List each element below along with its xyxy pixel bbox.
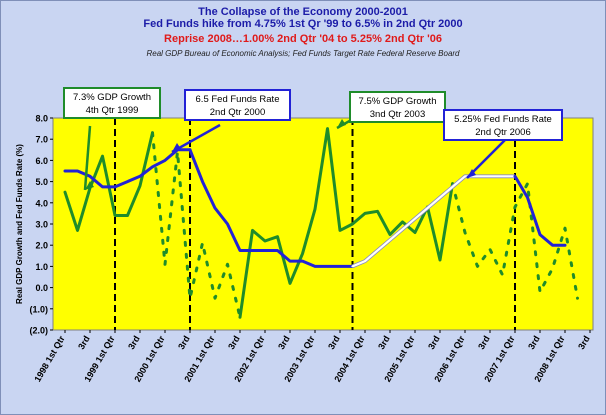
series-gdp_2001 [238,127,454,319]
ann_fed_2006-box [443,109,563,141]
y-tick-label: 7.0 [35,135,48,145]
y-tick-label: 2.0 [35,241,48,251]
x-tick-label: 3rd [276,334,292,351]
x-tick-label: 3rd [526,334,542,351]
y-tick-label: 1.0 [35,262,48,272]
ann_fed_2000-arrowhead [172,143,181,152]
ann_fed_2006-line1: 5.25% Fed Funds Rate [454,114,552,125]
ann_gdp_1999-line1: 7.3% GDP Growth [73,92,151,103]
ann_gdp_1999-line2: 4th Qtr 1999 [86,105,139,116]
ann_fed_2006-arrowhead [467,169,476,178]
ann_fed_2000-box [184,89,291,121]
x-tick-label: 1998 1st Qtr [32,334,67,384]
series-fed_reprise [351,175,517,268]
y-tick-label: (2.0) [29,326,48,336]
ann_gdp_2003-box [349,91,446,123]
x-tick-label: 3rd [326,334,342,351]
x-tick-label: 3rd [426,334,442,351]
x-tick-label: 3rd [176,334,192,351]
ann_gdp_2003-arrowhead [337,119,346,128]
y-tick-label: 8.0 [35,114,48,124]
ann_fed_2000-line1: 6.5 Fed Funds Rate [196,94,280,105]
x-tick-label: 3rd [476,334,492,351]
ann_gdp_1999-leader [83,125,92,191]
ann_fed_2006-line2: 2nd Qtr 2006 [475,127,530,138]
y-tick-label: 6.0 [35,156,48,166]
x-tick-label: 3rd [576,334,592,351]
ann_gdp_1999-box [63,87,161,119]
series-fed_2007 [513,174,567,247]
y-tick-label: 0.0 [35,283,48,293]
ann_fed_2000-line2: 2nd Qtr 2000 [210,107,265,118]
x-tick-label: 3rd [126,334,142,351]
x-tick-label: 3rd [76,334,92,351]
y-tick-label: 3.0 [35,220,48,230]
y-tick-label: 5.0 [35,177,48,187]
ann_gdp_2003-line1: 7.5% GDP Growth [359,96,437,107]
chart-subtitle: Fed Funds hike from 4.75% 1st Qr '99 to … [143,18,463,30]
y-tick-label: (1.0) [29,304,48,314]
x-tick-label: 3rd [226,334,242,351]
series-gdp_2000 [151,131,242,319]
source-note: Real GDP Bureau of Economic Analysis; Fe… [146,49,460,58]
chart-title: The Collapse of the Economy 2000-2001 [198,6,408,18]
y-axis-label: Real GDP Growth and Fed Funds Rate (%) [15,144,24,304]
series-fed_2000 [188,148,354,268]
ann_gdp_1999-arrowhead [85,181,94,190]
reprise-title: Reprise 2008…1.00% 2nd Qtr '04 to 5.25% … [164,33,442,45]
series-gdp_2006 [451,182,579,300]
ann_gdp_2003-line2: 3nd Qtr 2003 [370,109,425,120]
x-tick-label: 3rd [376,334,392,351]
y-tick-label: 4.0 [35,198,48,208]
